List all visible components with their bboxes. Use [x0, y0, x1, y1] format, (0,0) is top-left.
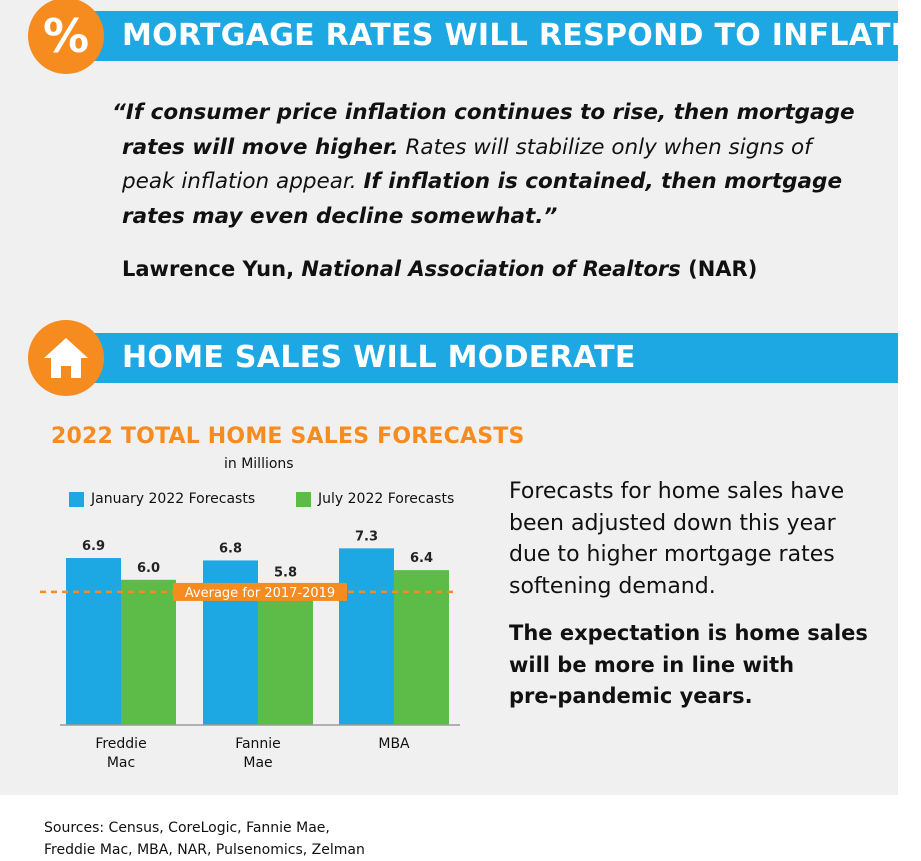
quote-line-4-bold: rates may even decline somewhat.” [122, 203, 558, 229]
quote-attribution: Lawrence Yun, National Association of Re… [122, 257, 757, 281]
chart-subtitle: in Millions [224, 456, 294, 472]
reference-label: Average for 2017-2019 [185, 586, 335, 601]
quote-line-3: peak inflation appear. If inflation is c… [112, 165, 842, 200]
legend-label-july: July 2022 Forecasts [318, 491, 455, 507]
section-title-home-sales: HOME SALES WILL MODERATE [122, 340, 636, 375]
data-label-july-1: 5.8 [274, 566, 297, 581]
bar-january-2 [339, 548, 394, 725]
explanation-line-3: due to higher mortgage rates [509, 542, 835, 567]
quote-line-2-bold: rates will move higher. [122, 134, 399, 160]
bar-january-0 [66, 558, 121, 725]
house-icon [44, 338, 88, 378]
quote-line-3-normal: peak inflation appear. [122, 169, 364, 194]
house-badge-icon [28, 320, 104, 396]
explanation-line-1: Forecasts for home sales have [509, 479, 845, 504]
attribution-org: National Association of Realtors [301, 257, 681, 281]
section-title-mortgage: MORTGAGE RATES WILL RESPOND TO INFLATION [122, 18, 921, 53]
category-label-1-1: Mae [243, 755, 272, 771]
forecast-explanation: Forecasts for home sales have been adjus… [509, 476, 879, 602]
data-label-january-2: 7.3 [355, 529, 378, 544]
chart-title: 2022 TOTAL HOME SALES FORECASTS [51, 424, 525, 449]
quote-line-2: rates will move higher. Rates will stabi… [112, 131, 812, 166]
quote-line-1-bold: “If consumer price inflation continues t… [112, 100, 855, 125]
category-label-1-0: Fannie [235, 736, 281, 752]
attribution-abbr: (NAR) [688, 257, 758, 281]
category-label-0-0: Freddie [95, 736, 146, 752]
bar-july-0 [121, 579, 176, 725]
expectation-line-1: The expectation is home sales [509, 621, 868, 645]
legend-item-july: July 2022 Forecasts [296, 491, 454, 507]
explanation-line-4: softening demand. [509, 573, 716, 599]
data-label-july-2: 6.4 [410, 551, 433, 566]
sources-line-2: Freddie Mac, MBA, NAR, Pulsenomics, Zelm… [44, 842, 365, 858]
legend-item-january: January 2022 Forecasts [69, 491, 255, 507]
quote-line-1: “If consumer price inflation continues t… [112, 96, 855, 131]
inflation-quote: “If consumer price inflation continues t… [112, 96, 855, 235]
data-label-january-1: 6.8 [219, 541, 242, 556]
legend-swatch-january [69, 491, 84, 507]
data-label-january-0: 6.9 [82, 539, 105, 554]
expectation-line-2: will be more in line with [509, 652, 795, 677]
data-label-july-0: 6.0 [137, 561, 160, 576]
section-banner-home-sales: HOME SALES WILL MODERATE [60, 333, 898, 383]
sources-note: Sources: Census, CoreLogic, Fannie Mae, … [44, 817, 365, 861]
category-label-2-0: MBA [378, 736, 410, 752]
section-banner-mortgage: MORTGAGE RATES WILL RESPOND TO INFLATION [60, 11, 921, 61]
explanation-line-2: been adjusted down this year [509, 510, 836, 536]
attribution-name: Lawrence Yun, [122, 257, 295, 281]
bar-july-1 [258, 584, 313, 725]
sources-line-1: Sources: Census, CoreLogic, Fannie Mae, [44, 820, 330, 836]
percent-badge-icon: % [28, 0, 104, 74]
legend-label-january: January 2022 Forecasts [91, 491, 256, 507]
bar-july-2 [394, 570, 449, 725]
quote-line-3-bold: If inflation is contained, then mortgage [363, 169, 843, 194]
percent-symbol: % [42, 9, 90, 63]
legend-swatch-july [296, 491, 311, 507]
quote-line-4: rates may even decline somewhat.” [112, 200, 812, 235]
bar-chart: 6.9 6.0 Freddie Mac 6.8 5.8 Fannie Mae 7.3 6.4 MBA… [40, 529, 460, 771]
category-label-0-1: Mac [107, 755, 135, 771]
reference-label-bg [173, 582, 347, 601]
expectation-statement: The expectation is home sales will be mo… [509, 618, 879, 713]
expectation-line-3: pre-pandemic years. [509, 684, 753, 708]
quote-line-2-normal: Rates will stabilize only when signs of [398, 134, 812, 160]
